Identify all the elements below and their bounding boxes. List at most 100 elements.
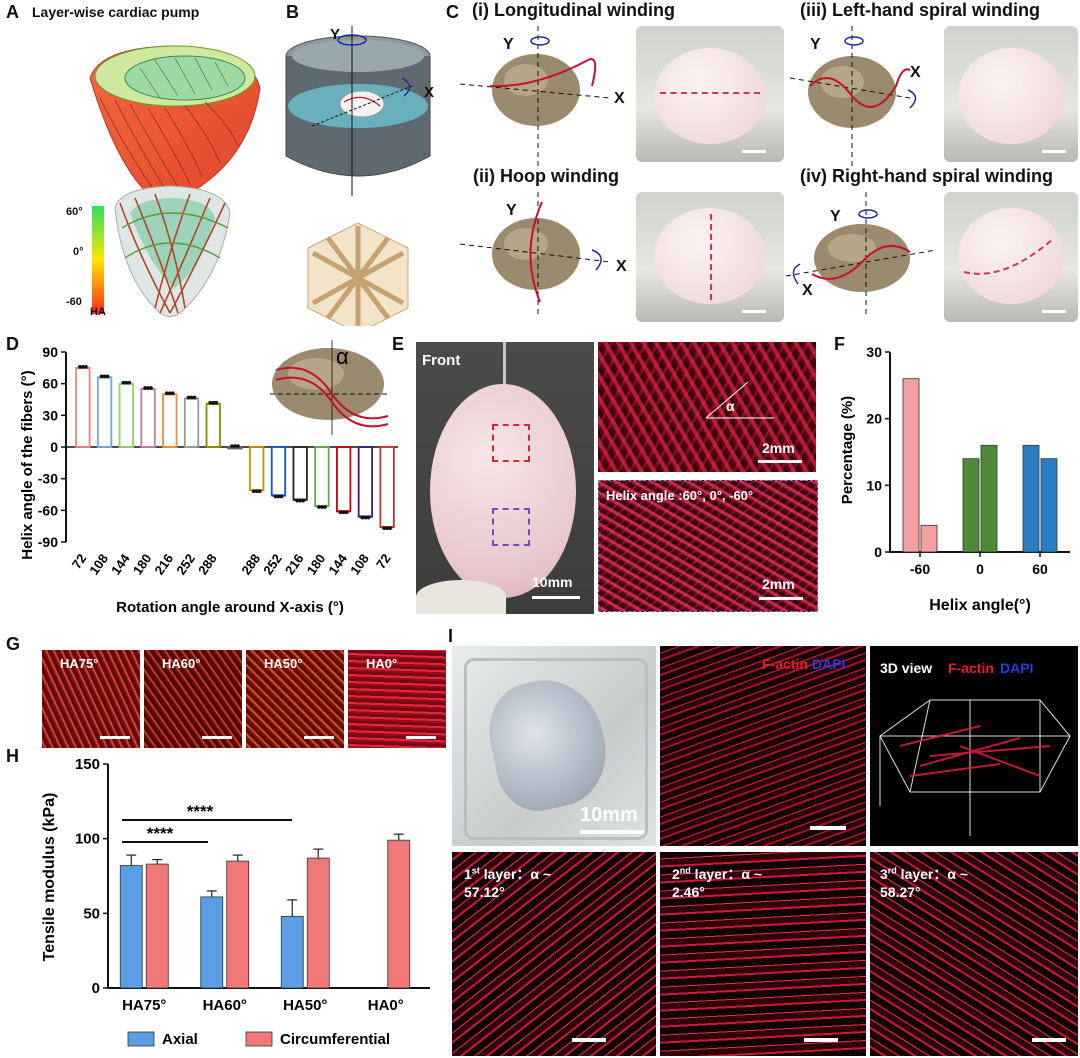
h-bar-circumferential [145,863,169,989]
g-label-ha60: HA60° [162,656,201,671]
d-bar [140,388,156,448]
micro-red-bottom [598,480,818,612]
panel-label-e: E [392,334,405,354]
d-point [295,498,300,503]
d-bar [379,446,395,529]
f-xtick-label: 0 [976,561,984,577]
hoop-winding-diagram [460,192,611,317]
d-point [338,510,343,515]
d-point [236,444,240,448]
h-legend-swatch [127,1031,155,1047]
h-legend-label: Circumferential [280,1031,390,1048]
d-ytick-label: -30 [38,471,58,487]
h-bar-circumferential [306,857,330,989]
left-hand-spiral-diagram [790,26,917,166]
b-axis-x: X [424,84,435,101]
d-xtick-label: 180 [130,551,155,577]
d-bar [292,446,308,501]
d-point [84,365,88,369]
d-xlabel: Rotation angle around X-axis (°) [116,599,344,616]
c-iii-axis-y: Y [810,36,821,53]
panel-label-f: F [834,334,845,354]
d-point [214,400,219,405]
photo-front-scaffold [416,342,594,614]
i-scale-10mm: 10mm [580,804,638,826]
micro-layer-3 [870,852,1078,1056]
d-point [276,494,281,499]
h-bar-axial [280,915,304,989]
f-ylabel: Percentage (%) [839,396,856,504]
h-ytick-label: 50 [83,905,100,922]
d-point [317,505,321,509]
f-ytick-label: 0 [874,544,882,560]
d-bar [357,446,374,518]
winding-setup-illustration [285,26,431,326]
c-i-axis-x: X [614,90,625,107]
c-ii-axis-x: X [616,258,627,275]
c-i-axis-y: Y [503,36,514,53]
panel-label-g: G [6,634,21,654]
c-ii-axis-y: Y [506,202,517,219]
h-xtick-label: HA50° [283,997,327,1014]
d-xtick-label: 144 [325,550,350,577]
h-bar-axial [119,865,143,989]
f-bar [1040,458,1058,553]
d-ytick-label: 60 [42,376,58,392]
d-point [366,515,371,520]
g-tile-ha0 [348,650,446,748]
d-bar [336,446,352,513]
g-tile-ha60 [144,650,242,748]
colorbar-unit: HA [90,306,106,318]
f-xtick-label: 60 [1032,561,1048,577]
d-xtick-label: 252 [173,551,198,577]
photo-longitudinal [636,26,784,162]
d-point [208,400,213,405]
i-3d-factin-label: F-actin [948,660,994,676]
i-dapi-label: DAPI [812,656,846,672]
d-bar [96,376,113,448]
d-point [105,374,110,379]
i-3dview-label: 3D view [880,660,933,676]
d-xtick-label: 288 [238,551,263,577]
d-point [251,489,256,494]
d-ylabel: Helix angle of the fibers (°) [19,370,36,559]
d-bar [314,446,330,508]
h-ylabel: Tensile modulus (kPa) [41,793,58,962]
h-sig-2: **** [187,802,214,821]
colorbar-max: 60° [66,206,83,218]
c-iv-axis-x: X [802,282,813,299]
d-point [146,386,150,390]
d-ytick-label: 0 [50,439,58,455]
panel-a-title: Layer-wise cardiac pump [32,4,200,20]
winding-title-i: (i) Longitudinal winding [472,0,675,20]
h-bar-axial [200,896,224,989]
photo-left-spiral [944,26,1078,162]
d-point [78,365,82,369]
h-xtick-label: HA75° [122,997,166,1014]
f-ytick-label: 30 [866,344,882,360]
d-point [233,444,237,448]
h-ytick-label: 100 [75,831,100,848]
d-xtick-label: 72 [69,551,90,571]
g-label-ha75: HA75° [60,656,99,671]
panel-label-h: H [6,746,19,766]
f-bar [980,444,998,553]
photo-hoop [636,192,784,322]
d-point [320,505,324,509]
panel-label-i: I [448,626,454,646]
d-xtick-label: 72 [373,551,394,571]
longitudinal-winding-diagram [460,26,611,166]
d-ytick-label: -60 [38,502,58,518]
d-point [211,400,216,405]
i-layer1-label: 1st layer：α ~57.12° [464,865,552,900]
e-scale-2mm-top: 2mm [762,440,795,456]
d-point [273,494,278,499]
h-ytick-label: 150 [75,756,100,773]
micro-layer-2 [660,852,866,1056]
d-point [323,505,327,509]
d-point [298,498,303,503]
d-point [360,515,365,520]
winding-title-iii: (iii) Left-hand spiral winding [800,0,1040,20]
d-xtick-label: 288 [195,551,220,577]
d-point [124,380,129,385]
